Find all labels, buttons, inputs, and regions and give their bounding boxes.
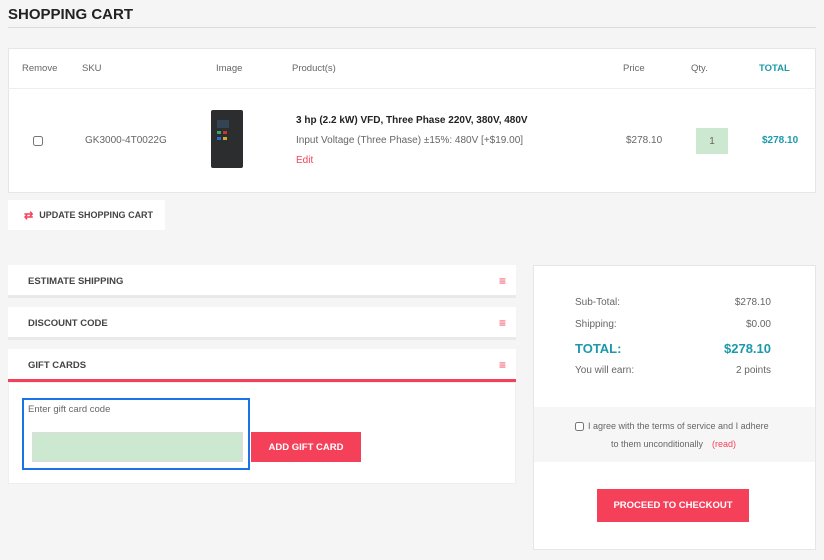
product-image[interactable] [211,110,243,168]
menu-icon[interactable]: ≡ [498,316,506,330]
value: $278.10 [724,341,771,356]
page-title: SHOPPING CART [8,6,134,23]
terms-checkbox[interactable] [575,422,584,431]
remove-checkbox[interactable] [33,136,43,146]
cart-table [8,48,816,193]
update-cart-label: UPDATE SHOPPING CART [39,210,154,220]
total-row: TOTAL: $278.10 [575,341,771,356]
menu-icon[interactable]: ≡ [498,358,506,372]
gift-card-label: Enter gift card code [28,404,111,415]
terms-text: I agree with the terms of service and I … [588,421,769,431]
refresh-icon: ⇄ [24,209,34,222]
value: 2 points [735,365,771,376]
add-gift-card-button[interactable]: ADD GIFT CARD [251,432,361,462]
header-remove: Remove [22,63,58,74]
panel-title: GIFT CARDS [28,360,87,371]
shipping-row: Shipping: $0.00 [575,319,771,330]
earn-row: You will earn: 2 points [575,365,771,376]
gift-card-focus-box [22,398,250,470]
header-products: Product(s) [292,63,336,74]
panel-gift-cards[interactable]: GIFT CARDS ≡ [8,349,516,382]
header-total: TOTAL [759,63,790,74]
checkout-button[interactable]: PROCEED TO CHECKOUT [597,489,749,522]
panel-title: DISCOUNT CODE [28,318,108,329]
panel-discount-code[interactable]: DISCOUNT CODE ≡ [8,307,516,340]
update-cart-button[interactable]: ⇄ UPDATE SHOPPING CART [8,200,165,230]
divider [8,27,816,28]
value: $0.00 [745,319,771,330]
product-name[interactable]: 3 hp (2.2 kW) VFD, Three Phase 220V, 380… [296,115,528,126]
terms-text-2: to them unconditionally [611,439,704,449]
value: $278.10 [734,297,771,308]
menu-icon[interactable]: ≡ [498,274,506,288]
edit-link[interactable]: Edit [296,155,314,166]
divider [8,88,816,89]
gift-card-input[interactable] [32,432,243,462]
product-attributes: Input Voltage (Three Phase) ±15%: 480V [… [296,135,524,146]
label: TOTAL: [575,341,622,356]
label: Shipping: [575,319,617,330]
header-qty: Qty. [691,63,708,74]
sku: GK3000-4T0022G [85,135,167,146]
panel-title: ESTIMATE SHIPPING [28,276,124,287]
subtotal-row: Sub-Total: $278.10 [575,297,771,308]
qty-input[interactable]: 1 [696,128,728,154]
header-sku: SKU [82,63,102,74]
header-image: Image [216,63,243,74]
label: Sub-Total: [575,297,621,308]
row-total: $278.10 [762,135,799,146]
panel-estimate-shipping[interactable]: ESTIMATE SHIPPING ≡ [8,265,516,298]
unit-price: $278.10 [626,135,663,146]
label: You will earn: [575,365,635,376]
terms-area [534,407,815,462]
header-price: Price [623,63,645,74]
terms-read-link[interactable]: (read) [712,439,737,449]
